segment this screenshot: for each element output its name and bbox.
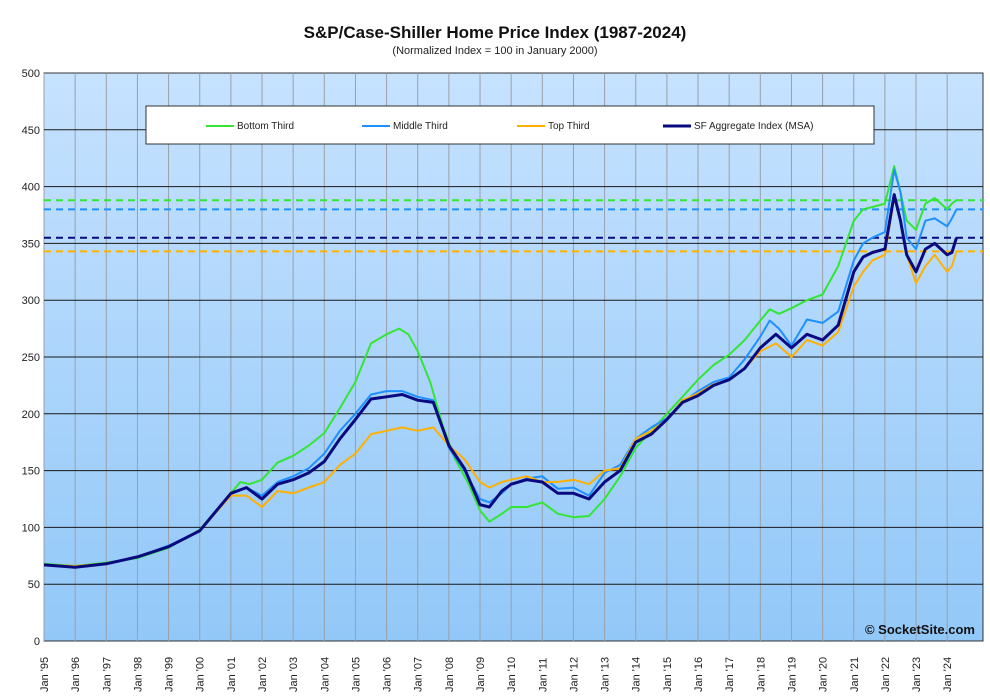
x-tick-label: Jan '10	[506, 657, 518, 692]
x-tick-label: Jan '16	[693, 657, 705, 692]
x-tick-label: Jan '00	[195, 657, 207, 692]
x-tick-label: Jan '14	[631, 657, 643, 692]
x-tick-label: Jan '96	[70, 657, 82, 692]
x-tick-label: Jan '07	[413, 657, 425, 692]
y-tick-label: 0	[34, 636, 40, 648]
chart-subtitle: (Normalized Index = 100 in January 2000)	[392, 45, 598, 57]
legend: Bottom Third Middle Third Top Third SF Aggr…	[145, 105, 875, 145]
legend-label: Top Third	[548, 121, 590, 132]
x-tick-label: Jan '19	[786, 657, 798, 692]
x-tick-label: Jan '23	[911, 657, 923, 692]
y-tick-label: 500	[22, 68, 40, 80]
x-tick-label: Jan '98	[132, 657, 144, 692]
x-tick-label: Jan '20	[818, 657, 830, 692]
title-box: S&P/Case-Shiller Home Price Index (1987-…	[0, 0, 990, 57]
x-tick-label: Jan '06	[382, 657, 394, 692]
x-tick-label: Jan '03	[288, 657, 300, 692]
x-tick-label: Jan '21	[849, 657, 861, 692]
x-tick-label: Jan '01	[226, 657, 238, 692]
legend-label: SF Aggregate Index (MSA)	[694, 121, 814, 132]
x-tick-label: Jan '95	[39, 657, 51, 692]
x-tick-label: Jan '08	[444, 657, 456, 692]
legend-label: Middle Third	[393, 121, 448, 132]
x-tick-label: Jan '22	[880, 657, 892, 692]
series-line	[43, 197, 958, 567]
series-line	[43, 168, 958, 569]
chart-title: S&P/Case-Shiller Home Price Index (1987-…	[303, 23, 687, 42]
y-tick-label: 300	[22, 295, 40, 307]
y-tick-label: 50	[28, 579, 40, 591]
x-axis-ticks: Jan '95 Jan '96 Jan '97 Jan '98 Jan '99 Jan '…	[39, 657, 954, 692]
x-tick-label: Jan '17	[724, 657, 736, 692]
x-tick-label: Jan '12	[568, 657, 580, 692]
x-tick-label: Jan '18	[755, 657, 767, 692]
x-tick-label: Jan '05	[350, 657, 362, 692]
x-tick-label: Jan '13	[600, 657, 612, 692]
y-tick-label: 450	[22, 125, 40, 137]
y-tick-label: 400	[22, 182, 40, 194]
x-tick-label: Jan '97	[101, 657, 113, 692]
y-tick-label: 200	[22, 409, 40, 421]
series-lines	[43, 165, 958, 569]
x-tick-label: Jan '09	[475, 657, 487, 692]
reference-lines	[44, 199, 983, 253]
x-tick-label: Jan '24	[942, 657, 954, 692]
y-axis-ticks: 0 50 100 150 200 250 300 350 400 450 500	[22, 68, 40, 648]
x-tick-label: Jan '02	[257, 657, 269, 692]
series-line	[43, 165, 958, 567]
series-line	[43, 193, 958, 569]
x-tick-label: Jan '15	[662, 657, 674, 692]
legend-box	[145, 105, 875, 145]
legend-label: Bottom Third	[237, 121, 294, 132]
x-tick-label: Jan '99	[164, 657, 176, 692]
x-tick-label: Jan '11	[537, 658, 549, 692]
watermark: © SocketSite.com	[865, 622, 975, 637]
y-tick-label: 100	[22, 522, 40, 534]
x-tick-label: Jan '04	[319, 657, 331, 692]
y-tick-label: 250	[22, 352, 40, 364]
y-tick-label: 350	[22, 238, 40, 250]
y-tick-label: 150	[22, 466, 40, 478]
